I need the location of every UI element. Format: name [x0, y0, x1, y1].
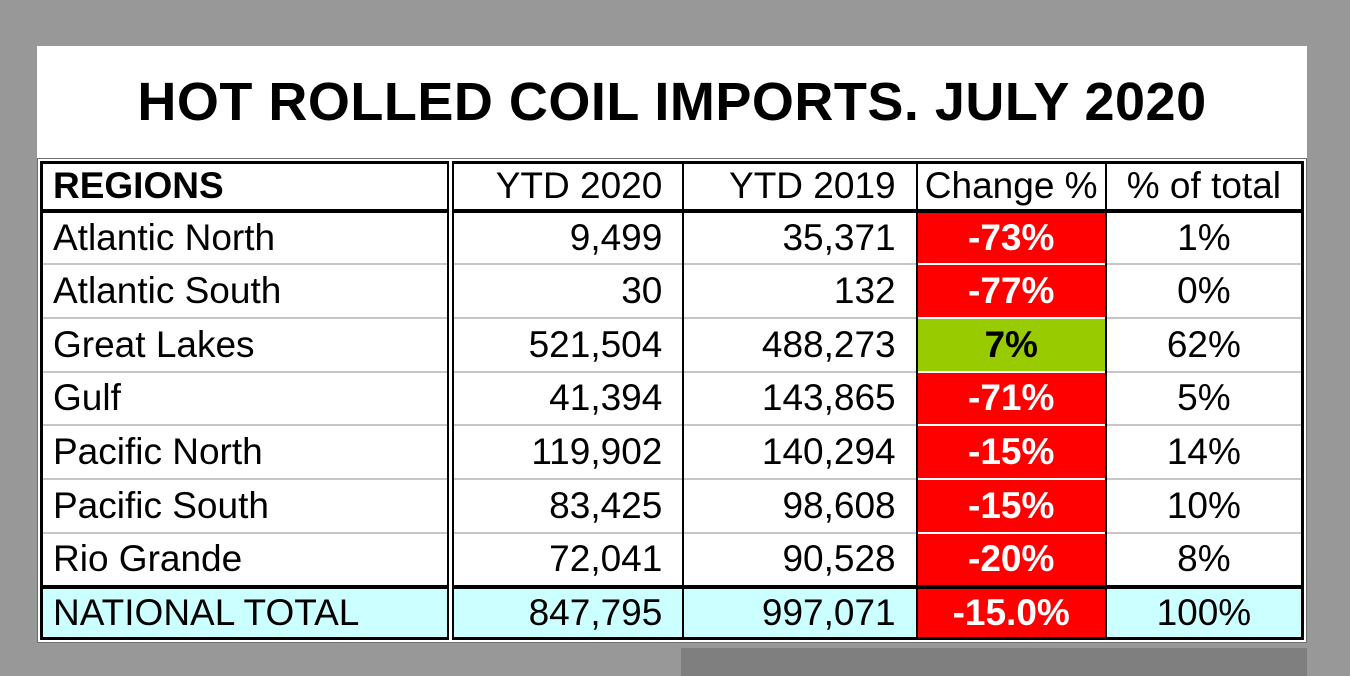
region-cell: Pacific North [41, 424, 451, 480]
region-cell: Rio Grande [41, 531, 451, 587]
pct-of-total-cell: 14% [1104, 424, 1303, 480]
imports-table-wrap: REGIONS YTD 2020 YTD 2019 Change % % of … [37, 158, 1307, 643]
ytd-2019-cell: 132 [682, 263, 917, 318]
region-cell: Pacific South [41, 478, 451, 533]
change-pct-cell: -15% [915, 425, 1106, 480]
pct-of-total-cell: 8% [1104, 531, 1303, 587]
table-row-great-lakes: Great Lakes 521,504 488,273 7% 62% [41, 316, 1303, 372]
imports-table: REGIONS YTD 2020 YTD 2019 Change % % of … [40, 161, 1304, 640]
total-pct-of-total-cell: 100% [1104, 584, 1303, 639]
ytd-2020-cell: 30 [446, 263, 684, 318]
change-pct-cell: 7% [915, 317, 1106, 372]
header-row: REGIONS YTD 2020 YTD 2019 Change % % of … [41, 162, 1303, 213]
change-pct-cell: -77% [915, 264, 1106, 318]
pct-of-total-cell: 5% [1104, 370, 1303, 426]
ytd-2019-cell: 98,608 [682, 478, 917, 533]
total-change-pct-cell: -15.0% [915, 584, 1106, 639]
column-header-regions: REGIONS [41, 162, 451, 213]
region-cell: Atlantic North [53, 216, 276, 258]
content-canvas: HOT ROLLED COIL IMPORTS. JULY 2020 REGIO… [37, 46, 1307, 643]
column-header-ytd-2019: YTD 2019 [682, 162, 917, 213]
change-pct-cell: -73% [915, 210, 1106, 265]
table-row-rio-grande: Rio Grande 72,041 90,528 -20% 8% [41, 531, 1303, 587]
column-header-ytd-2020: YTD 2020 [446, 162, 684, 213]
shadow-band [681, 648, 1307, 676]
ytd-2020-cell: 9,499 [446, 210, 684, 265]
table-row-pacific-north: Pacific North 119,902 140,294 -15% 14% [41, 424, 1303, 480]
ytd-2020-cell: 41,394 [446, 370, 684, 426]
ytd-2019-cell: 90,528 [682, 531, 917, 587]
change-pct-cell: -20% [915, 532, 1106, 587]
table-row-atlantic-north: Atlantic North 9,499 35,371 -73% 1% [42, 210, 1303, 265]
page-title: HOT ROLLED COIL IMPORTS. JULY 2020 [137, 72, 1207, 132]
title-box: HOT ROLLED COIL IMPORTS. JULY 2020 [37, 46, 1307, 158]
pct-of-total-cell: 10% [1104, 478, 1303, 533]
total-ytd-2019-cell: 997,071 [682, 584, 917, 639]
total-region-cell: NATIONAL TOTAL [41, 584, 451, 639]
table-row-gulf: Gulf 41,394 143,865 -71% 5% [41, 370, 1303, 426]
pct-of-total-cell: 0% [1104, 263, 1303, 318]
ytd-2020-cell: 83,425 [446, 478, 684, 533]
ytd-2019-cell: 140,294 [682, 424, 917, 480]
column-header-change-pct: Change % [915, 162, 1106, 213]
table-row-atlantic-south: Atlantic South 30 132 -77% 0% [41, 263, 1303, 318]
region-cell: Gulf [41, 370, 451, 426]
pct-of-total-cell: 1% [1104, 210, 1303, 265]
pct-of-total-cell: 62% [1104, 316, 1303, 372]
change-pct-cell: -71% [915, 371, 1106, 426]
column-header-pct-of-total: % of total [1104, 162, 1303, 213]
ytd-2019-cell: 35,371 [682, 210, 917, 265]
region-cell: Great Lakes [41, 316, 451, 372]
region-cell: Atlantic South [41, 263, 451, 318]
ytd-2020-cell: 521,504 [446, 316, 684, 372]
table-row-pacific-south: Pacific South 83,425 98,608 -15% 10% [41, 478, 1303, 533]
ytd-2019-cell: 143,865 [682, 370, 917, 426]
total-ytd-2020-cell: 847,795 [446, 584, 684, 639]
change-pct-cell: -15% [915, 479, 1106, 533]
ytd-2019-cell: 488,273 [682, 316, 917, 372]
ytd-2020-cell: 119,902 [446, 424, 684, 480]
ytd-2020-cell: 72,041 [446, 531, 684, 587]
total-row: NATIONAL TOTAL 847,795 997,071 -15.0% 10… [41, 584, 1303, 639]
